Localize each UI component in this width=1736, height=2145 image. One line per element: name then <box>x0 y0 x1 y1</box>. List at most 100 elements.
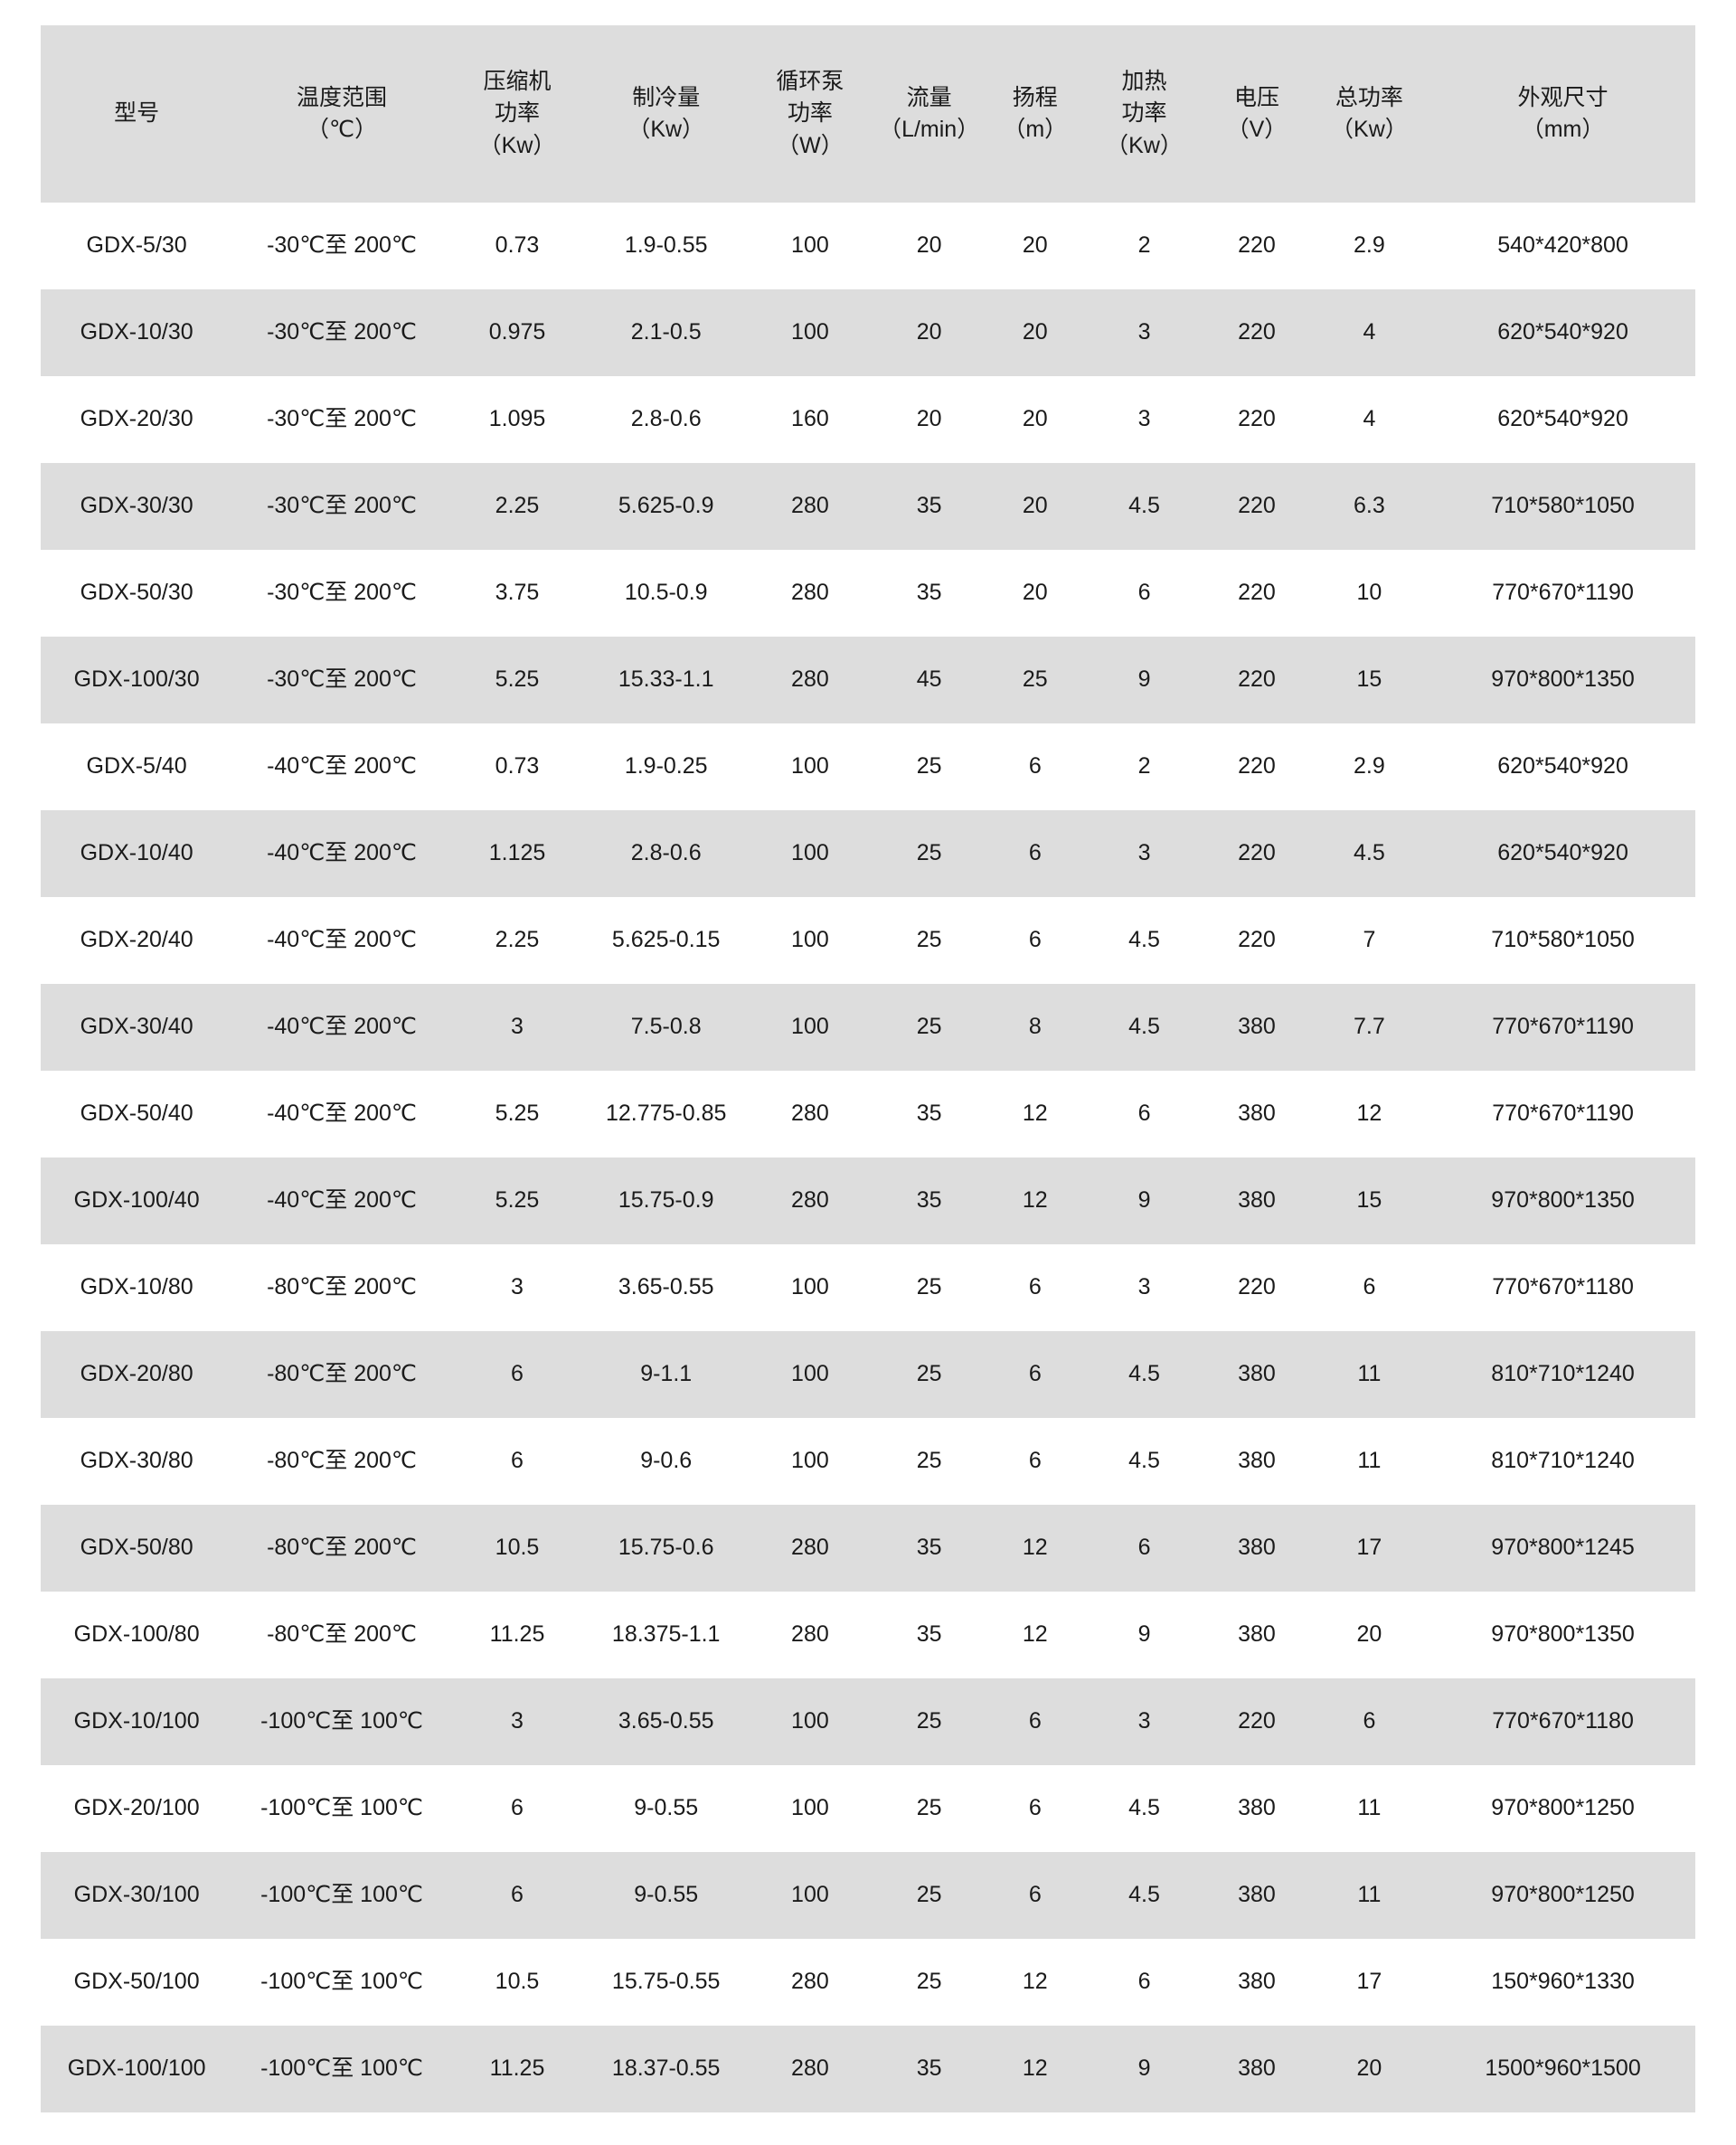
table-cell: 35 <box>916 2055 942 2082</box>
table-cell: 35 <box>916 1535 942 1561</box>
column-header-line: 电压 <box>1233 84 1279 110</box>
table-cell: 11 <box>1357 1361 1382 1387</box>
table-cell: 100 <box>791 927 829 953</box>
table-cell: 3 <box>1137 1708 1151 1734</box>
table-cell: 25 <box>916 840 942 866</box>
table-body: GDX-5/30 -30℃至 200℃ 0.73 1.9-0.55 100 20 20 2 22… <box>41 203 1695 2112</box>
table-cell: 100 <box>791 1882 829 1908</box>
column-header-line: 型号 <box>114 100 160 127</box>
table-cell: 380 <box>1238 1969 1276 1995</box>
table-cell: 6 <box>511 1795 524 1821</box>
table-cell: 2.9 <box>1354 753 1385 780</box>
table-cell: 12.775-0.85 <box>605 1101 727 1127</box>
table-cell: 35 <box>916 1621 942 1648</box>
table-cell: 220 <box>1238 666 1276 693</box>
column-header-line: 循环泵 <box>776 68 844 94</box>
table-cell: 12 <box>1022 2055 1048 2082</box>
table-cell: 1.095 <box>488 406 546 432</box>
column-header-3: 制冷量 （Kw） <box>583 25 749 203</box>
table-cell: 280 <box>791 1969 829 1995</box>
cell-model: GDX-20/40 <box>80 927 193 953</box>
table-row: GDX-5/30 -30℃至 200℃ 0.73 1.9-0.55 100 20 20 2 22… <box>41 203 1695 289</box>
cell-model: GDX-30/80 <box>80 1448 193 1474</box>
table-cell: 2.8-0.6 <box>630 840 702 866</box>
table-row: GDX-50/40 -40℃至 200℃ 5.25 12.775-0.85 280 35 1… <box>41 1071 1695 1158</box>
table-cell: -80℃至 200℃ <box>267 1274 418 1300</box>
table-cell: 7.7 <box>1354 1014 1385 1040</box>
table-row: GDX-30/100 -100℃至 100℃ 6 9-0.55 100 25 6 4.5 380… <box>41 1852 1695 1939</box>
table-cell: 810*710*1240 <box>1491 1361 1635 1387</box>
column-header-line: 总功率 <box>1335 84 1403 110</box>
table-cell: 35 <box>916 1187 942 1214</box>
table-cell: 4.5 <box>1128 1882 1160 1908</box>
column-header-4: 循环泵 功率 （W） <box>749 25 871 203</box>
table-row: GDX-10/30 -30℃至 200℃ 0.975 2.1-0.5 100 20 20 3 2… <box>41 289 1695 376</box>
table-cell: 12 <box>1022 1535 1048 1561</box>
table-cell: 380 <box>1238 1361 1276 1387</box>
table-cell: 6 <box>1137 580 1151 606</box>
table-cell: 380 <box>1238 1448 1276 1474</box>
table-cell: 12 <box>1022 1187 1048 1214</box>
column-header-2: 压缩机 功率 （Kw） <box>451 25 583 203</box>
table-cell: 9 <box>1137 1187 1151 1214</box>
table-cell: 5.25 <box>495 1187 540 1214</box>
column-header-line: （℃） <box>307 117 378 142</box>
cell-model: GDX-10/80 <box>80 1274 193 1300</box>
table-cell: 25 <box>916 1361 942 1387</box>
table-cell: 970*800*1350 <box>1491 1621 1635 1648</box>
table-cell: 6 <box>511 1361 524 1387</box>
table-cell: 8 <box>1028 1014 1042 1040</box>
column-header-line: 制冷量 <box>632 84 701 110</box>
table-cell: 20 <box>1022 493 1048 519</box>
table-cell: 2.1-0.5 <box>630 319 702 345</box>
table-cell: 100 <box>791 232 829 259</box>
table-cell: -30℃至 200℃ <box>267 232 418 259</box>
table-cell: 3 <box>511 1274 524 1300</box>
column-header-line: （Kw） <box>1331 117 1408 142</box>
table-cell: 18.375-1.1 <box>611 1621 721 1648</box>
table-cell: 4.5 <box>1128 1448 1160 1474</box>
table-cell: 0.975 <box>488 319 546 345</box>
table-cell: 6.3 <box>1354 493 1385 519</box>
table-cell: 0.73 <box>495 753 540 780</box>
cell-model: GDX-20/100 <box>73 1795 200 1821</box>
table-cell: 11 <box>1357 1448 1382 1474</box>
table-cell: 770*670*1180 <box>1492 1708 1634 1734</box>
table-cell: 4 <box>1363 319 1376 345</box>
table-cell: 380 <box>1238 1187 1276 1214</box>
table-cell: 380 <box>1238 1621 1276 1648</box>
table-cell: 2.25 <box>495 493 540 519</box>
table-cell: 220 <box>1238 319 1276 345</box>
table-cell: 2 <box>1137 232 1151 259</box>
table-cell: 810*710*1240 <box>1491 1448 1635 1474</box>
table-cell: 25 <box>916 1448 942 1474</box>
table-cell: 6 <box>1137 1101 1151 1127</box>
column-header-line: 功率 <box>787 100 833 127</box>
column-header-line: （Kw） <box>1106 132 1183 158</box>
table-cell: 970*800*1350 <box>1491 1187 1635 1214</box>
table-cell: 10.5-0.9 <box>624 580 708 606</box>
table-cell: -30℃至 200℃ <box>267 493 418 519</box>
column-header-line: 扬程 <box>1012 84 1058 110</box>
table-cell: -100℃至 100℃ <box>260 1882 423 1908</box>
table-cell: 35 <box>916 580 942 606</box>
table-cell: 12 <box>1022 1621 1048 1648</box>
cell-model: GDX-50/100 <box>73 1969 200 1995</box>
table-cell: -100℃至 100℃ <box>260 1708 423 1734</box>
table-row: GDX-20/80 -80℃至 200℃ 6 9-1.1 100 25 6 4.5 380 11 8… <box>41 1331 1695 1418</box>
table-row: GDX-30/30 -30℃至 200℃ 2.25 5.625-0.9 280 35 20 4… <box>41 463 1695 550</box>
table-cell: -100℃至 100℃ <box>260 1795 423 1821</box>
table-cell: 220 <box>1238 1708 1276 1734</box>
table-cell: 1.125 <box>488 840 546 866</box>
table-cell: 620*540*920 <box>1497 319 1628 345</box>
table-cell: 10 <box>1356 580 1382 606</box>
table-cell: 6 <box>1028 840 1042 866</box>
table-cell: 11 <box>1357 1882 1382 1908</box>
table-cell: 6 <box>1028 1448 1042 1474</box>
table-cell: -30℃至 200℃ <box>267 666 418 693</box>
table-cell: -80℃至 200℃ <box>267 1535 418 1561</box>
table-row: GDX-100/40 -40℃至 200℃ 5.25 15.75-0.9 280 35 12… <box>41 1158 1695 1244</box>
table-row: GDX-20/100 -100℃至 100℃ 6 9-0.55 100 25 6 4.5 380… <box>41 1765 1695 1852</box>
table-cell: 710*580*1050 <box>1491 493 1635 519</box>
table-cell: 6 <box>1028 1882 1042 1908</box>
